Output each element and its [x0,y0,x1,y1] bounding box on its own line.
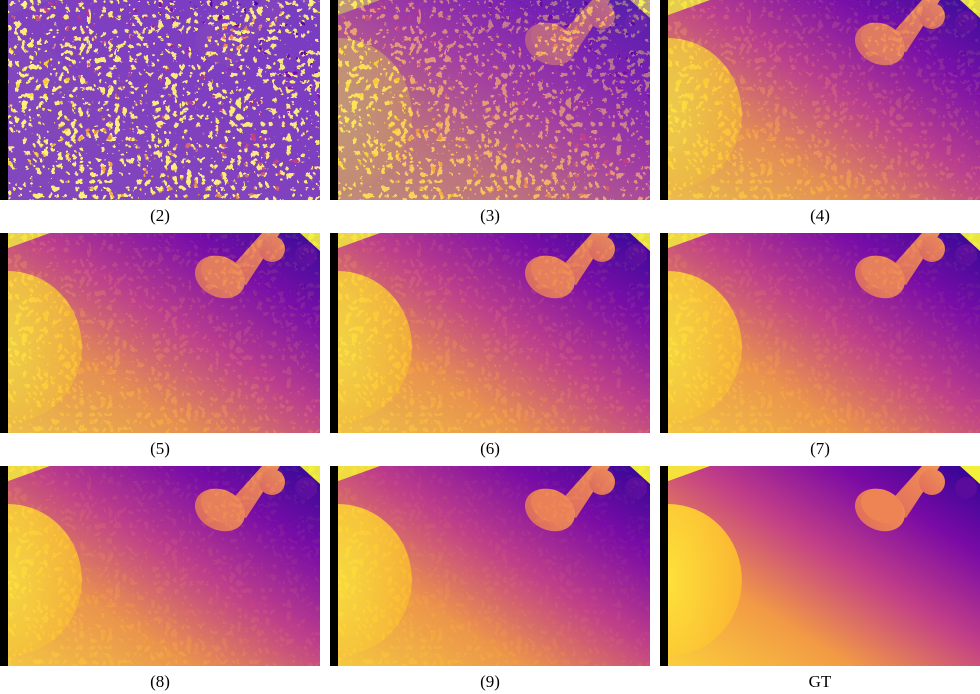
depth-map [660,466,980,666]
caption: (7) [810,439,830,458]
caption: (8) [150,672,170,691]
noise [338,0,650,200]
caption: GT [809,672,832,691]
panel: (9) [330,466,650,691]
panel: (2) [0,0,320,225]
panel: GT [660,466,980,691]
panel: (8) [0,466,320,691]
panel: (6) [330,233,650,458]
noise [338,466,650,666]
panel: (5) [0,233,320,458]
noise [338,233,650,433]
noise [8,466,320,666]
caption: (2) [150,206,170,225]
noise [8,0,320,200]
noise [668,0,980,200]
noise [8,233,320,433]
panel: (7) [660,233,980,458]
caption: (3) [480,206,500,225]
caption: (5) [150,439,170,458]
caption: (4) [810,206,830,225]
caption: (6) [480,439,500,458]
panel: (4) [660,0,980,225]
noise [668,233,980,433]
panel: (3) [330,0,650,225]
caption: (9) [480,672,500,691]
